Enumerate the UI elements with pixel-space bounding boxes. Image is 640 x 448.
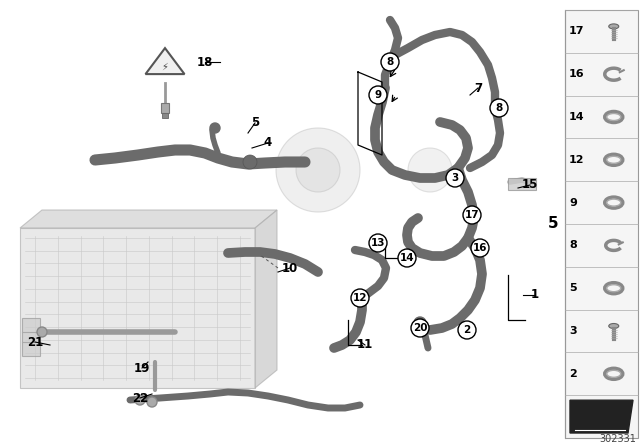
Bar <box>565 10 638 438</box>
Bar <box>22 318 40 356</box>
Text: 12: 12 <box>569 155 584 165</box>
Circle shape <box>463 206 481 224</box>
Text: 17: 17 <box>465 210 479 220</box>
Text: 20: 20 <box>413 323 428 333</box>
Circle shape <box>37 327 47 337</box>
Text: 19: 19 <box>134 362 150 375</box>
Text: 14: 14 <box>569 112 584 122</box>
Text: 15: 15 <box>522 178 538 191</box>
Text: 12: 12 <box>353 293 367 303</box>
Text: 1: 1 <box>531 289 539 302</box>
Polygon shape <box>570 400 633 433</box>
Circle shape <box>296 148 340 192</box>
Text: 21: 21 <box>27 336 43 349</box>
Circle shape <box>381 53 399 71</box>
Circle shape <box>398 249 416 267</box>
Ellipse shape <box>609 24 619 29</box>
Text: ⚡: ⚡ <box>161 62 168 72</box>
Circle shape <box>408 148 452 192</box>
Text: 5: 5 <box>548 216 558 232</box>
Circle shape <box>276 128 360 212</box>
Text: 13: 13 <box>371 238 385 248</box>
Text: 3: 3 <box>451 173 459 183</box>
Text: 8: 8 <box>495 103 502 113</box>
Bar <box>508 178 536 190</box>
Circle shape <box>471 239 489 257</box>
Bar <box>161 103 169 113</box>
Text: 7: 7 <box>474 82 482 95</box>
Circle shape <box>414 317 426 329</box>
Bar <box>20 228 255 388</box>
Text: 9: 9 <box>569 198 577 207</box>
Circle shape <box>210 123 220 133</box>
Circle shape <box>411 319 429 337</box>
Text: 5: 5 <box>251 116 259 129</box>
Polygon shape <box>20 210 277 228</box>
Circle shape <box>147 397 157 407</box>
Text: 17: 17 <box>569 26 584 36</box>
Text: 8: 8 <box>569 241 577 250</box>
Circle shape <box>351 289 369 307</box>
Text: 3: 3 <box>569 326 577 336</box>
Text: 22: 22 <box>132 392 148 405</box>
Text: 10: 10 <box>282 262 298 275</box>
Polygon shape <box>255 210 277 388</box>
Text: 18: 18 <box>197 56 213 69</box>
Circle shape <box>490 99 508 117</box>
Text: 4: 4 <box>264 137 272 150</box>
Text: 302331: 302331 <box>599 434 636 444</box>
Circle shape <box>369 234 387 252</box>
Text: 16: 16 <box>473 243 487 253</box>
Bar <box>162 113 168 118</box>
Circle shape <box>446 169 464 187</box>
Text: 11: 11 <box>357 339 373 352</box>
Text: 14: 14 <box>400 253 414 263</box>
Circle shape <box>135 395 145 405</box>
Ellipse shape <box>609 323 619 328</box>
Text: 8: 8 <box>387 57 394 67</box>
Circle shape <box>369 86 387 104</box>
Text: 2: 2 <box>569 369 577 379</box>
Text: 16: 16 <box>569 69 584 79</box>
Polygon shape <box>145 48 184 74</box>
Text: 5: 5 <box>569 283 577 293</box>
Circle shape <box>243 155 257 169</box>
Text: 2: 2 <box>463 325 470 335</box>
Circle shape <box>458 321 476 339</box>
Text: 9: 9 <box>374 90 381 100</box>
